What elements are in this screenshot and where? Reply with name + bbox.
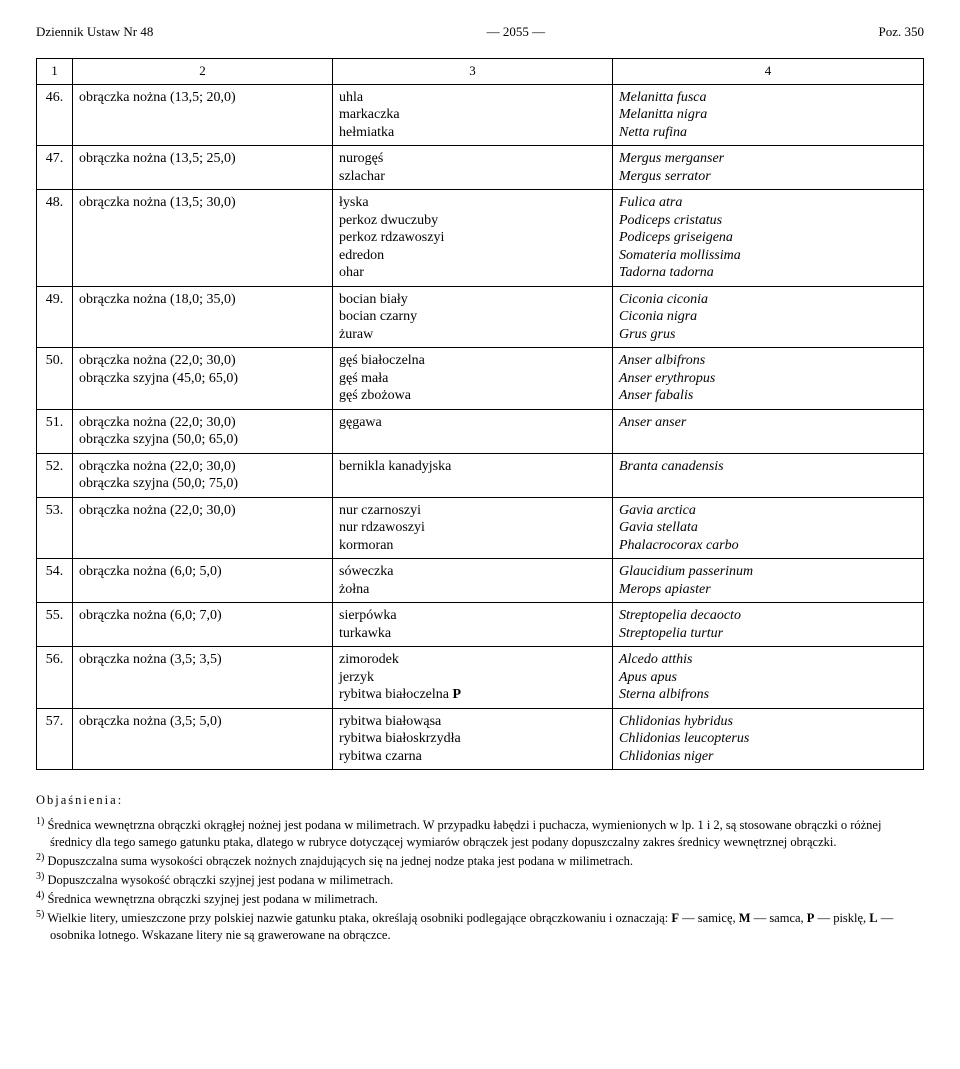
ring-spec: obrączka nożna (3,5; 3,5): [73, 647, 333, 709]
row-number: 48.: [37, 190, 73, 287]
polish-names: bocian białybocian czarnyżuraw: [333, 286, 613, 348]
row-number: 47.: [37, 146, 73, 190]
latin-names: Gavia arcticaGavia stellataPhalacrocorax…: [613, 497, 924, 559]
polish-names: gęgawa: [333, 409, 613, 453]
row-number: 49.: [37, 286, 73, 348]
ring-spec: obrączka nożna (22,0; 30,0)obrączka szyj…: [73, 348, 333, 410]
polish-names: nurogęśszlachar: [333, 146, 613, 190]
notes-heading: Objaśnienia:: [36, 792, 924, 809]
polish-names: uhlamarkaczkahełmiatka: [333, 84, 613, 146]
column-number-4: 4: [613, 59, 924, 84]
latin-names: Anser anser: [613, 409, 924, 453]
table-row: 51.obrączka nożna (22,0; 30,0)obrączka s…: [37, 409, 924, 453]
table-row: 54.obrączka nożna (6,0; 5,0)sóweczkażołn…: [37, 559, 924, 603]
polish-names: nur czarnoszyinur rdzawoszyikormoran: [333, 497, 613, 559]
footnote: 3) Dopuszczalna wysokość obrączki szyjne…: [36, 870, 924, 889]
column-number-2: 2: [73, 59, 333, 84]
footnote: 5) Wielkie litery, umieszczone przy pols…: [36, 908, 924, 944]
table-row: 46.obrączka nożna (13,5; 20,0)uhlamarkac…: [37, 84, 924, 146]
ring-spec: obrączka nożna (18,0; 35,0): [73, 286, 333, 348]
polish-names: zimorodekjerzykrybitwa białoczelna P: [333, 647, 613, 709]
row-number: 50.: [37, 348, 73, 410]
table-row: 55.obrączka nożna (6,0; 7,0)sierpówkatur…: [37, 603, 924, 647]
table-row: 48.obrączka nożna (13,5; 30,0)łyskaperko…: [37, 190, 924, 287]
table-row: 50.obrączka nożna (22,0; 30,0)obrączka s…: [37, 348, 924, 410]
polish-names: rybitwa białowąsarybitwa białoskrzydłary…: [333, 708, 613, 770]
ring-spec: obrączka nożna (13,5; 25,0): [73, 146, 333, 190]
latin-names: Glaucidium passerinumMerops apiaster: [613, 559, 924, 603]
header-right: Poz. 350: [879, 24, 925, 40]
row-number: 57.: [37, 708, 73, 770]
latin-names: Mergus merganserMergus serrator: [613, 146, 924, 190]
latin-names: Ciconia ciconiaCiconia nigraGrus grus: [613, 286, 924, 348]
row-number: 56.: [37, 647, 73, 709]
polish-names: sóweczkażołna: [333, 559, 613, 603]
row-number: 46.: [37, 84, 73, 146]
ring-spec: obrączka nożna (3,5; 5,0): [73, 708, 333, 770]
polish-names: gęś białoczelnagęś małagęś zbożowa: [333, 348, 613, 410]
page-header: Dziennik Ustaw Nr 48 — 2055 — Poz. 350: [36, 24, 924, 40]
footnote: 1) Średnica wewnętrzna obrączki okrągłej…: [36, 815, 924, 851]
footnote: 2) Dopuszczalna suma wysokości obrączek …: [36, 851, 924, 870]
row-number: 55.: [37, 603, 73, 647]
table-row: 53.obrączka nożna (22,0; 30,0)nur czarno…: [37, 497, 924, 559]
column-number-1: 1: [37, 59, 73, 84]
table-row: 56.obrączka nożna (3,5; 3,5)zimorodekjer…: [37, 647, 924, 709]
polish-names: sierpówkaturkawka: [333, 603, 613, 647]
notes-section: Objaśnienia: 1) Średnica wewnętrzna obrą…: [36, 792, 924, 944]
table-row: 52.obrączka nożna (22,0; 30,0)obrączka s…: [37, 453, 924, 497]
polish-names: łyskaperkoz dwuczubyperkoz rdzawoszyiedr…: [333, 190, 613, 287]
polish-names: bernikla kanadyjska: [333, 453, 613, 497]
table-row: 49.obrączka nożna (18,0; 35,0)bocian bia…: [37, 286, 924, 348]
row-number: 54.: [37, 559, 73, 603]
row-number: 53.: [37, 497, 73, 559]
ring-spec: obrączka nożna (22,0; 30,0)obrączka szyj…: [73, 409, 333, 453]
header-center: — 2055 —: [487, 24, 546, 40]
latin-names: Chlidonias hybridusChlidonias leucopteru…: [613, 708, 924, 770]
table-row: 47.obrączka nożna (13,5; 25,0)nurogęśszl…: [37, 146, 924, 190]
ring-spec: obrączka nożna (6,0; 5,0): [73, 559, 333, 603]
latin-names: Melanitta fuscaMelanitta nigraNetta rufi…: [613, 84, 924, 146]
ring-spec: obrączka nożna (22,0; 30,0)obrączka szyj…: [73, 453, 333, 497]
column-number-3: 3: [333, 59, 613, 84]
ring-spec: obrączka nożna (13,5; 20,0): [73, 84, 333, 146]
ring-spec: obrączka nożna (6,0; 7,0): [73, 603, 333, 647]
row-number: 51.: [37, 409, 73, 453]
header-left: Dziennik Ustaw Nr 48: [36, 24, 153, 40]
latin-names: Anser albifronsAnser erythropusAnser fab…: [613, 348, 924, 410]
latin-names: Branta canadensis: [613, 453, 924, 497]
ring-spec: obrączka nożna (13,5; 30,0): [73, 190, 333, 287]
row-number: 52.: [37, 453, 73, 497]
species-table: 123446.obrączka nożna (13,5; 20,0)uhlama…: [36, 58, 924, 770]
ring-spec: obrączka nożna (22,0; 30,0): [73, 497, 333, 559]
table-row: 57.obrączka nożna (3,5; 5,0)rybitwa biał…: [37, 708, 924, 770]
latin-names: Fulica atraPodiceps cristatusPodiceps gr…: [613, 190, 924, 287]
latin-names: Streptopelia decaoctoStreptopelia turtur: [613, 603, 924, 647]
latin-names: Alcedo atthisApus apusSterna albifrons: [613, 647, 924, 709]
footnote: 4) Średnica wewnętrzna obrączki szyjnej …: [36, 889, 924, 908]
